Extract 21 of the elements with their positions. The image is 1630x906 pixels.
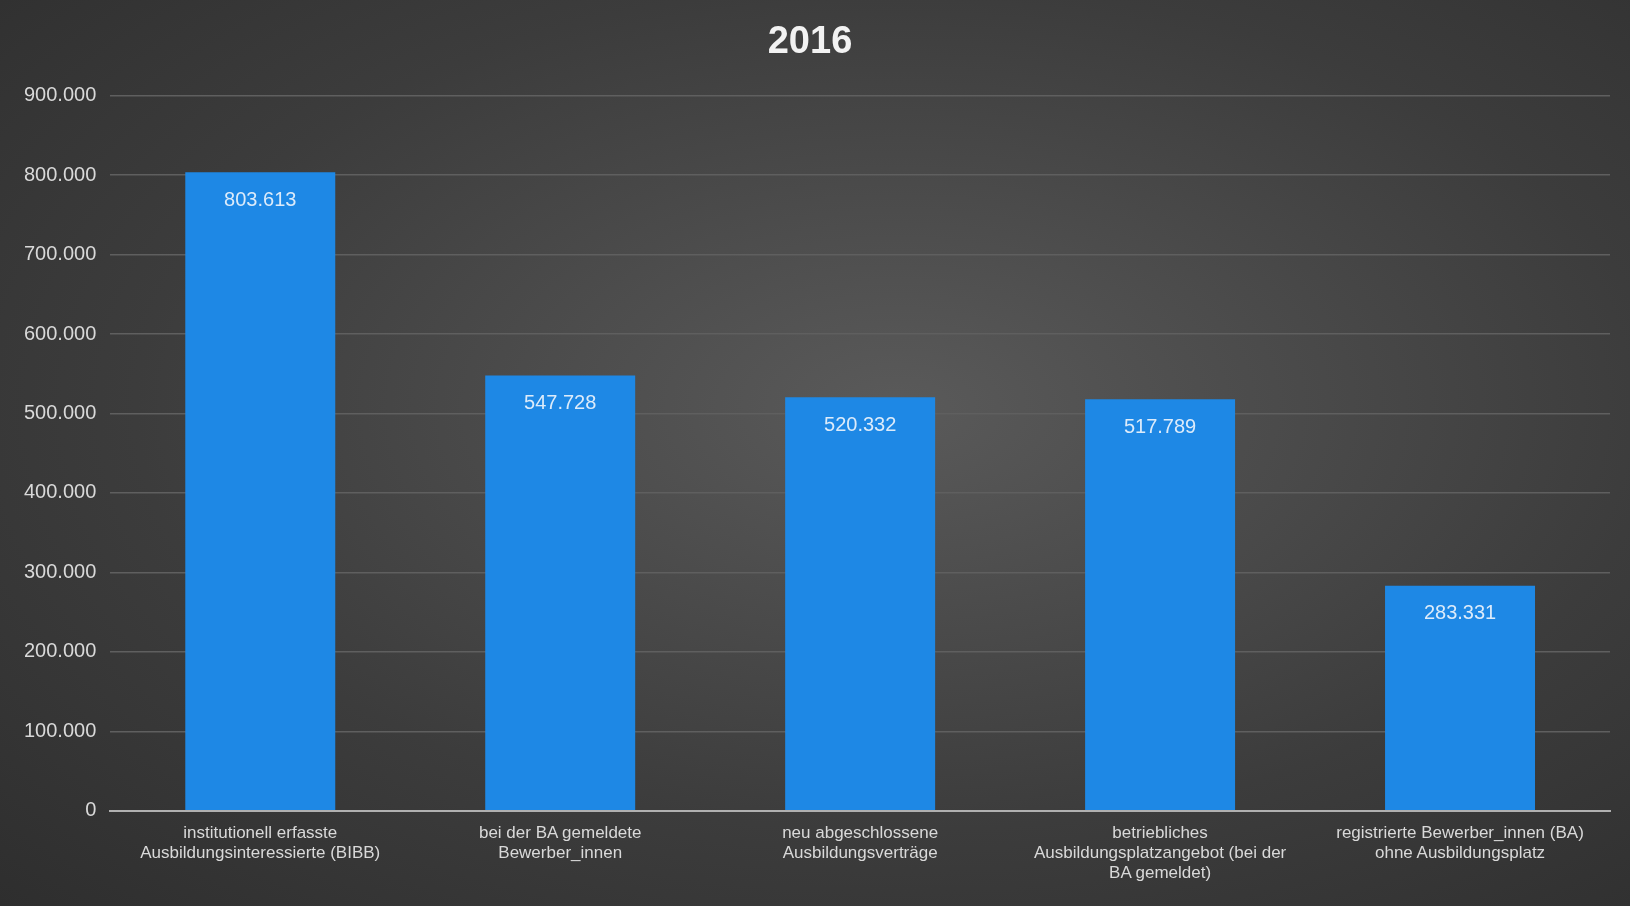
y-tick-label: 500.000 [24, 400, 97, 423]
x-tick-label: registrierte Bewerber_innen (BA) ohne Ausbildungsplatz [1336, 822, 1584, 863]
y-tick-label: 400.000 [24, 480, 97, 503]
y-tick-label: 900.000 [24, 83, 97, 106]
y-tick-label: 800.000 [24, 162, 97, 185]
data-label: 547.728 [524, 391, 597, 414]
x-tick-label: institutionell erfasste Ausbildungsinteressierte (BIBB) [140, 822, 381, 863]
y-tick-label: 700.000 [24, 242, 97, 265]
chart-title: 2016 [767, 19, 853, 62]
y-tick-label: 0 [85, 798, 97, 821]
data-label: 283.331 [1423, 601, 1497, 624]
y-tick-label: 200.000 [24, 639, 97, 662]
y-tick-label: 300.000 [24, 559, 97, 582]
data-label: 803.613 [224, 187, 297, 210]
y-tick-label: 600.000 [24, 321, 97, 344]
data-label: 517.789 [1123, 414, 1197, 437]
x-tick-label: bei der BA gemeldete Bewerber_innen [478, 822, 642, 863]
x-tick-label: betriebliches Ausbildungsplatzangebot (bei der BA gemeldet) [1033, 822, 1287, 883]
data-label: 520.332 [824, 412, 897, 435]
y-tick-label: 100.000 [24, 718, 97, 741]
x-tick-label: neu abgeschlossene Ausbildungsverträge [782, 822, 939, 863]
